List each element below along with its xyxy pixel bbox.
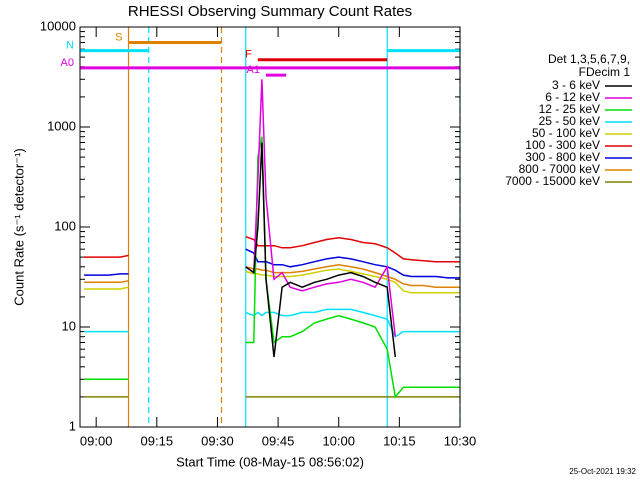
- series-line: [84, 248, 460, 279]
- legend-label: 7000 - 15000 keV: [505, 174, 600, 188]
- series-line: [84, 268, 460, 294]
- y-tick-label: 100: [54, 218, 76, 233]
- x-tick-label: 09:30: [201, 433, 234, 448]
- x-tick-label: 09:45: [262, 433, 295, 448]
- series-line: [84, 263, 460, 288]
- x-tick-label: 10:00: [322, 433, 355, 448]
- y-tick-label: 10000: [40, 18, 76, 33]
- legend-title: Det 1,3,5,6,7,9,: [548, 52, 630, 66]
- legend-label: 800 - 7000 keV: [519, 162, 600, 176]
- legend-label: 6 - 12 keV: [545, 90, 600, 104]
- x-axis-label: Start Time (08-May-15 08:56:02): [176, 454, 364, 469]
- legend-label: 300 - 800 keV: [525, 150, 600, 164]
- legend-label: 50 - 100 keV: [532, 126, 600, 140]
- legend-label: 100 - 300 keV: [525, 138, 600, 152]
- x-tick-label: 09:00: [80, 433, 113, 448]
- timestamp: 25-Oct-2021 19:32: [569, 467, 636, 476]
- x-tick-label: 10:15: [383, 433, 416, 448]
- legend-label: 3 - 6 keV: [552, 78, 600, 92]
- series-line: [84, 308, 460, 338]
- y-tick-label: 10: [62, 318, 76, 333]
- flag-label: A0: [61, 57, 74, 69]
- legend-label: 25 - 50 keV: [539, 114, 600, 128]
- y-axis-label: Count Rate (s⁻¹ detector⁻¹): [11, 148, 26, 306]
- plot-frame: [79, 26, 461, 428]
- x-tick-label: 10:30: [444, 433, 477, 448]
- x-tick-label: 09:15: [141, 433, 174, 448]
- flag-label: N: [66, 40, 74, 52]
- series-line: [245, 142, 397, 358]
- legend-title: FDecim 1: [579, 65, 631, 79]
- series-line: [245, 79, 397, 337]
- flag-label: S: [115, 31, 122, 43]
- legend-label: 12 - 25 keV: [539, 102, 600, 116]
- y-tick-label: 1000: [47, 118, 76, 133]
- chart-title: RHESSI Observing Summary Count Rates: [128, 3, 412, 20]
- flag-label: A1: [246, 64, 259, 76]
- y-tick-label: 1: [69, 418, 76, 433]
- flag-label: F: [245, 49, 252, 61]
